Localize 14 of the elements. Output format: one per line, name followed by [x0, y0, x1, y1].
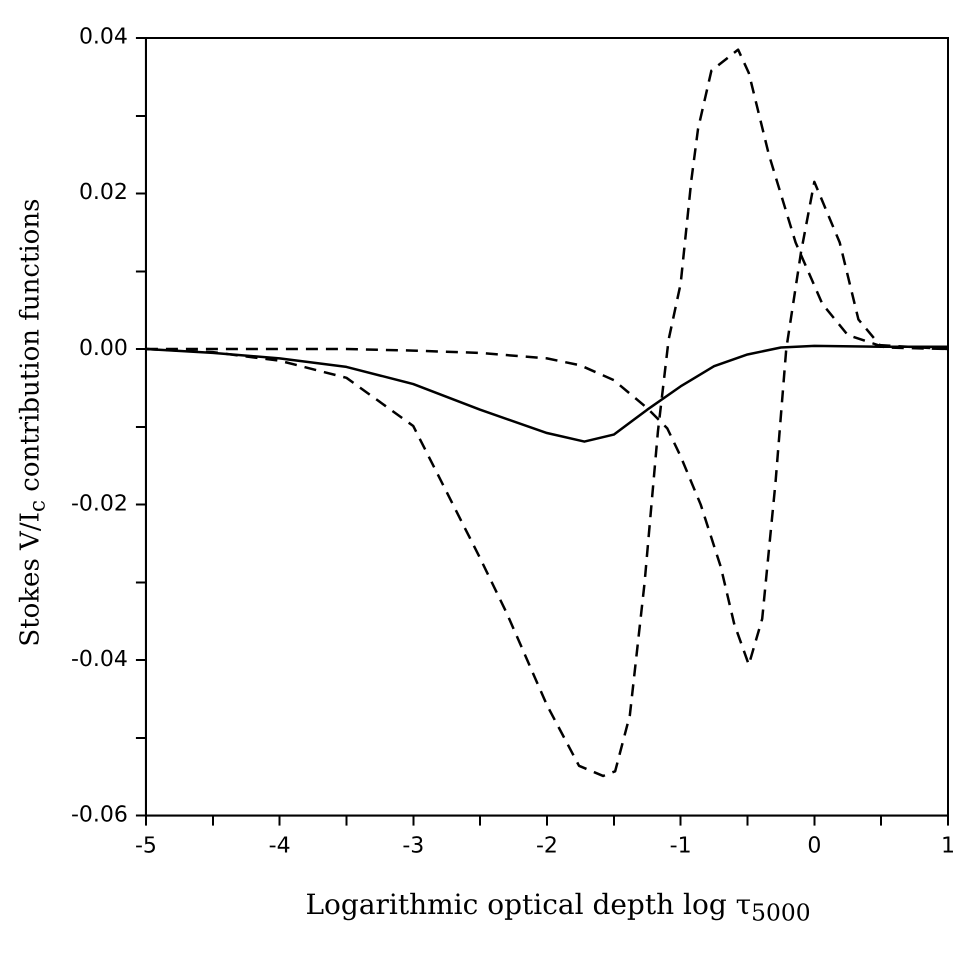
x-tick-label: -4 — [268, 834, 291, 859]
y-tick-label: 0.02 — [78, 180, 128, 206]
x-tick-label: -1 — [670, 834, 692, 859]
x-tick-label: -3 — [402, 834, 424, 859]
y-tick-label: 0.00 — [78, 336, 128, 361]
y-tick-label: 0.04 — [78, 24, 128, 50]
y-tick-label: -0.02 — [70, 491, 128, 516]
x-axis-title: Logarithmic optical depth log τ$_{5000}$ — [304, 888, 812, 927]
x-tick-label: 1 — [941, 834, 955, 859]
x-tick-label: -2 — [536, 834, 558, 859]
y-tick-label: -0.06 — [70, 802, 128, 828]
y-tick-label: -0.04 — [70, 646, 128, 672]
x-tick-label: -5 — [134, 834, 157, 859]
x-tick-label: 0 — [807, 834, 822, 859]
